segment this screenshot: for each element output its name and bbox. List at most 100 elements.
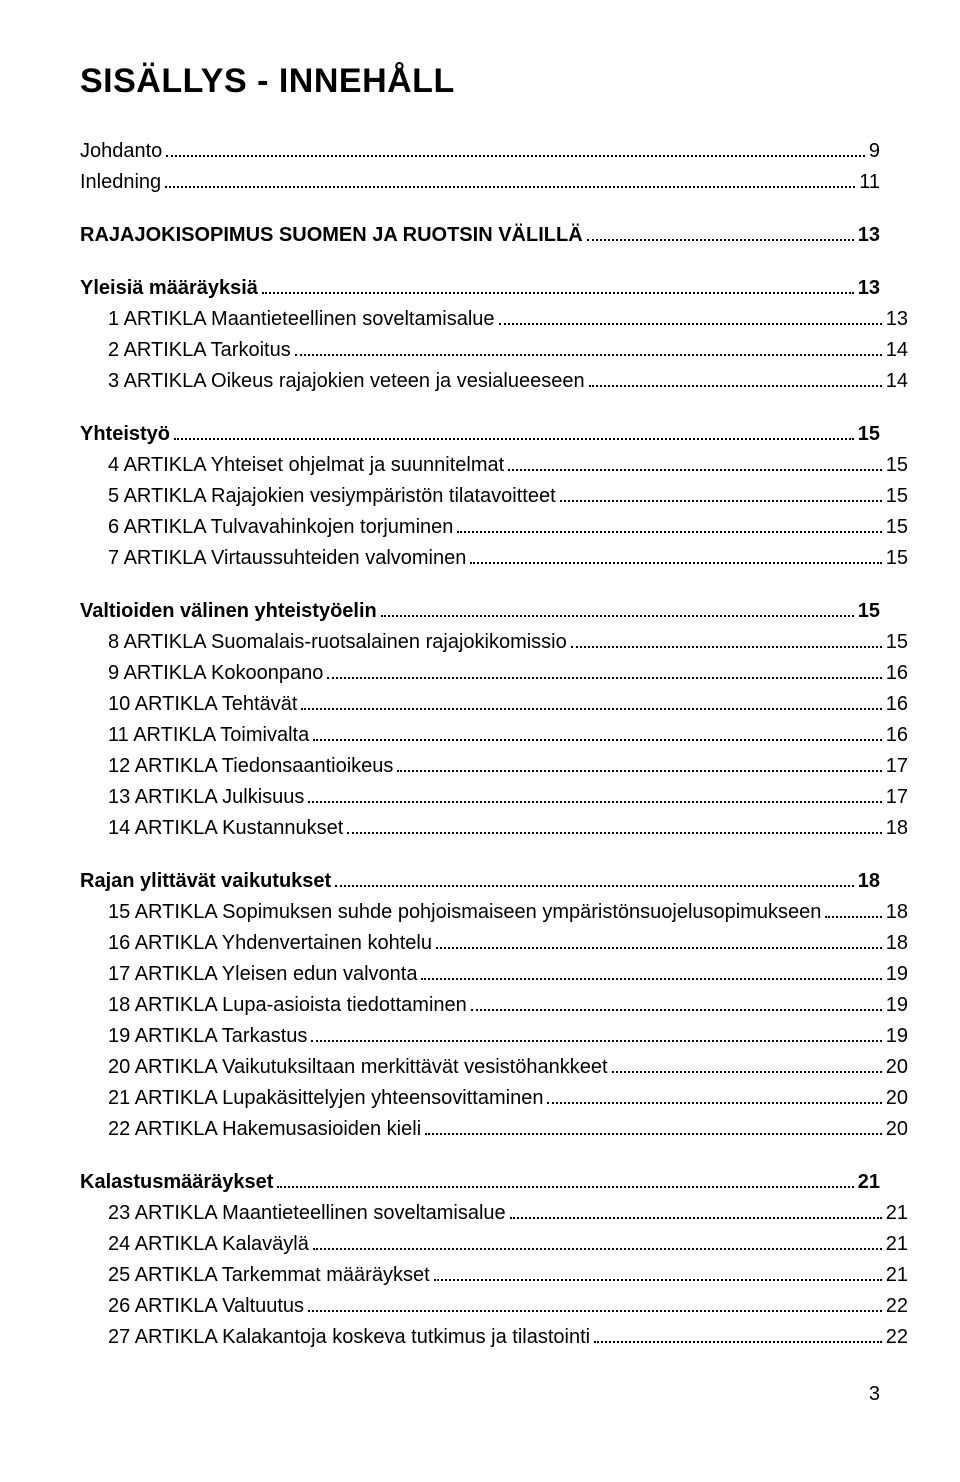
toc-entry-page: 21	[886, 1260, 908, 1291]
toc-dot-leader	[347, 816, 881, 834]
toc-dot-leader	[508, 453, 882, 471]
toc-entry: 9 ARTIKLA Kokoonpano 16	[80, 658, 908, 689]
toc-entry-label: 15 ARTIKLA Sopimuksen suhde pohjoismaise…	[108, 897, 821, 928]
toc-entry-page: 9	[869, 136, 880, 167]
toc-entry-label: Inledning	[80, 167, 161, 198]
toc-entry-label: 21 ARTIKLA Lupakäsittelyjen yhteensovitt…	[108, 1083, 543, 1114]
toc-entry-label: 22 ARTIKLA Hakemusasioiden kieli	[108, 1114, 421, 1145]
toc-dot-leader	[589, 369, 882, 387]
toc-entry-page: 20	[886, 1052, 908, 1083]
toc-entry: 17 ARTIKLA Yleisen edun valvonta 19	[80, 959, 908, 990]
toc-dot-leader	[470, 546, 881, 564]
toc-dot-leader	[471, 993, 882, 1011]
toc-entry-page: 15	[858, 419, 880, 450]
toc-entry-page: 20	[886, 1083, 908, 1114]
toc-dot-leader	[335, 869, 854, 887]
toc-entry-page: 22	[886, 1291, 908, 1322]
toc-entry: 10 ARTIKLA Tehtävät 16	[80, 689, 908, 720]
toc-entry: 20 ARTIKLA Vaikutuksiltaan merkittävät v…	[80, 1052, 908, 1083]
toc-entry-label: 12 ARTIKLA Tiedonsaantioikeus	[108, 751, 393, 782]
toc-entry: 8 ARTIKLA Suomalais-ruotsalainen rajajok…	[80, 627, 908, 658]
toc-entry-page: 13	[858, 220, 880, 251]
toc-entry-label: 14 ARTIKLA Kustannukset	[108, 813, 343, 844]
toc-dot-leader	[425, 1117, 882, 1135]
toc-dot-leader	[421, 962, 881, 980]
toc-entry-page: 11	[859, 167, 880, 198]
toc-dot-leader	[825, 900, 881, 918]
toc-dot-leader	[301, 692, 881, 710]
page-number: 3	[80, 1379, 880, 1410]
toc-dot-leader	[313, 723, 882, 741]
toc-entry-page: 21	[886, 1229, 908, 1260]
toc-entry-page: 17	[886, 751, 908, 782]
toc-entry: RAJAJOKISOPIMUS SUOMEN JA RUOTSIN VÄLILL…	[80, 220, 880, 251]
toc-entry: 15 ARTIKLA Sopimuksen suhde pohjoismaise…	[80, 897, 908, 928]
toc-entry-label: 17 ARTIKLA Yleisen edun valvonta	[108, 959, 417, 990]
toc-dot-leader	[381, 599, 854, 617]
toc-dot-leader	[166, 139, 865, 157]
toc-entry: 14 ARTIKLA Kustannukset 18	[80, 813, 908, 844]
toc-entry-label: 5 ARTIKLA Rajajokien vesiympäristön tila…	[108, 481, 556, 512]
toc-entry-page: 18	[886, 897, 908, 928]
toc-dot-leader	[308, 1294, 882, 1312]
toc-entry-page: 16	[886, 658, 908, 689]
toc-entry: 6 ARTIKLA Tulvavahinkojen torjuminen15	[80, 512, 908, 543]
toc-entry-label: 11 ARTIKLA Toimivalta	[108, 720, 309, 751]
toc-dot-leader	[308, 785, 881, 803]
toc-entry-page: 19	[886, 959, 908, 990]
toc-entry: Kalastusmääräykset 21	[80, 1167, 880, 1198]
toc-entry-page: 21	[858, 1167, 880, 1198]
toc-dot-leader	[295, 338, 882, 356]
toc-entry-label: 24 ARTIKLA Kalaväylä	[108, 1229, 309, 1260]
toc-dot-leader	[277, 1170, 853, 1188]
toc-entry-label: 2 ARTIKLA Tarkoitus	[108, 335, 291, 366]
toc-entry-label: 4 ARTIKLA Yhteiset ohjelmat ja suunnitel…	[108, 450, 504, 481]
toc-entry: 27 ARTIKLA Kalakantoja koskeva tutkimus …	[80, 1322, 908, 1353]
toc-entry: 11 ARTIKLA Toimivalta16	[80, 720, 908, 751]
toc-entry-label: Yhteistyö	[80, 419, 170, 450]
toc-dot-leader	[311, 1024, 881, 1042]
toc-entry-label: 3 ARTIKLA Oikeus rajajokien veteen ja ve…	[108, 366, 585, 397]
toc-entry: 23 ARTIKLA Maantieteellinen soveltamisal…	[80, 1198, 908, 1229]
toc-entry-page: 15	[858, 596, 880, 627]
toc-entry-page: 16	[886, 689, 908, 720]
toc-entry-label: 10 ARTIKLA Tehtävät	[108, 689, 297, 720]
toc-entry-label: Kalastusmääräykset	[80, 1167, 273, 1198]
toc-entry-page: 13	[858, 273, 880, 304]
toc-entry: 2 ARTIKLA Tarkoitus14	[80, 335, 908, 366]
toc-entry-label: 8 ARTIKLA Suomalais-ruotsalainen rajajok…	[108, 627, 567, 658]
toc-entry-label: 9 ARTIKLA Kokoonpano	[108, 658, 323, 689]
toc-entry: 24 ARTIKLA Kalaväylä 21	[80, 1229, 908, 1260]
toc-dot-leader	[262, 276, 854, 294]
toc-dot-leader	[313, 1232, 882, 1250]
toc-entry-page: 14	[886, 366, 908, 397]
toc-entry-label: 27 ARTIKLA Kalakantoja koskeva tutkimus …	[108, 1322, 590, 1353]
toc-entry-label: RAJAJOKISOPIMUS SUOMEN JA RUOTSIN VÄLILL…	[80, 220, 583, 251]
toc-dot-leader	[510, 1201, 882, 1219]
toc-entry: 12 ARTIKLA Tiedonsaantioikeus 17	[80, 751, 908, 782]
toc-dot-leader	[594, 1325, 882, 1343]
toc-entry: 26 ARTIKLA Valtuutus22	[80, 1291, 908, 1322]
toc-dot-leader	[457, 515, 881, 533]
toc-entry-page: 18	[886, 813, 908, 844]
toc-entry: Valtioiden välinen yhteistyöelin15	[80, 596, 880, 627]
page-title: SISÄLLYS - INNEHÅLL	[80, 55, 880, 108]
toc-entry: 13 ARTIKLA Julkisuus17	[80, 782, 908, 813]
toc-dot-leader	[165, 170, 855, 188]
toc-dot-leader	[587, 223, 854, 241]
toc-entry-page: 17	[886, 782, 908, 813]
toc-entry: 21 ARTIKLA Lupakäsittelyjen yhteensovitt…	[80, 1083, 908, 1114]
toc-dot-leader	[434, 1263, 882, 1281]
toc-entry-label: 16 ARTIKLA Yhdenvertainen kohtelu	[108, 928, 432, 959]
toc-entry-label: 1 ARTIKLA Maantieteellinen soveltamisalu…	[108, 304, 495, 335]
toc-entry-label: 20 ARTIKLA Vaikutuksiltaan merkittävät v…	[108, 1052, 608, 1083]
toc-entry-page: 19	[886, 1021, 908, 1052]
toc-entry: 4 ARTIKLA Yhteiset ohjelmat ja suunnitel…	[80, 450, 908, 481]
toc-entry-page: 15	[886, 481, 908, 512]
toc-dot-leader	[547, 1086, 881, 1104]
toc-entry: Rajan ylittävät vaikutukset18	[80, 866, 880, 897]
toc-entry-page: 15	[886, 450, 908, 481]
toc-entry-label: 18 ARTIKLA Lupa-asioista tiedottaminen	[108, 990, 467, 1021]
toc-entry-label: Johdanto	[80, 136, 162, 167]
toc-entry-label: Yleisiä määräyksiä	[80, 273, 258, 304]
